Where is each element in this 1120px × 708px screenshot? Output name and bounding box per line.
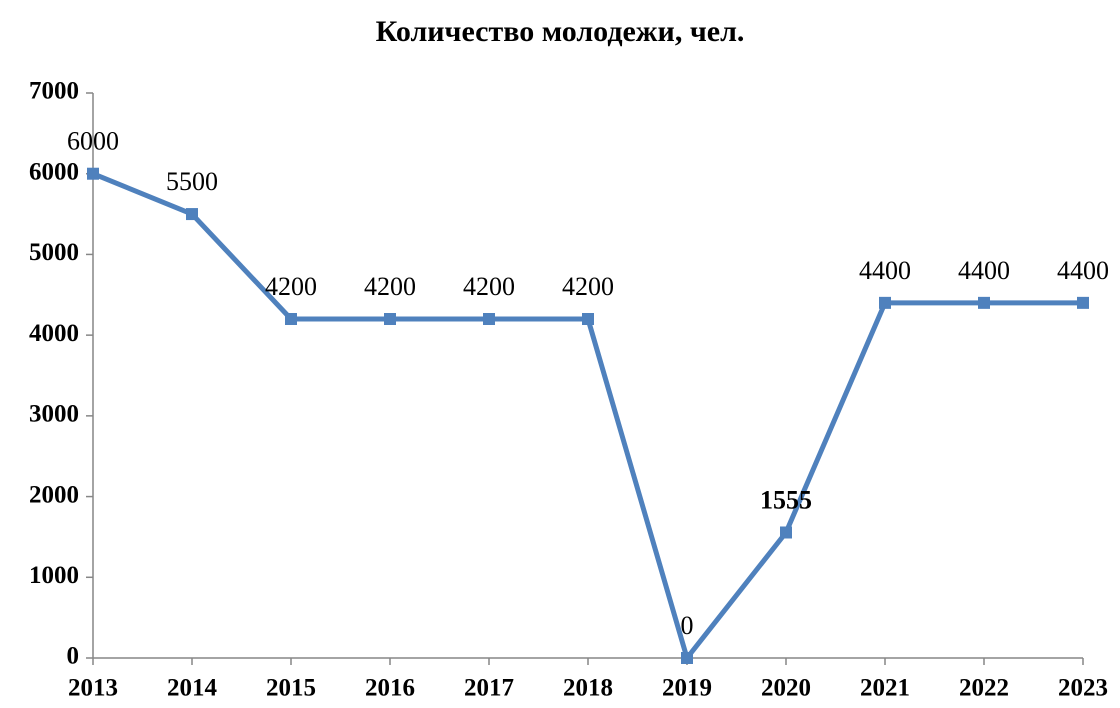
x-tick-label: 2022 [959,675,1009,702]
y-tick-label: 3000 [29,401,79,428]
marker [285,313,297,325]
marker [681,652,693,664]
marker [186,208,198,221]
x-tick-label: 2016 [365,675,415,702]
marker [384,313,396,325]
x-tick-label: 2015 [266,675,316,702]
data-label: 4400 [1057,256,1109,285]
y-tick-label: 4000 [29,320,79,347]
marker [780,526,792,539]
series-line [92,171,1083,661]
marker [582,313,594,325]
y-tick-label: 7000 [29,78,79,105]
data-label: 4400 [859,256,911,285]
chart-title: Количество молодежи, чел. [376,15,745,48]
y-tick-label: 0 [67,643,80,670]
data-label: 6000 [67,127,119,156]
x-tick-label: 2021 [860,675,910,702]
data-label: 4200 [265,272,317,301]
marker [879,296,891,309]
y-tick-label: 6000 [29,158,79,185]
data-label: 5500 [166,167,218,196]
y-tick-label: 5000 [29,239,79,266]
marker [1077,296,1089,309]
x-tick-label: 2019 [662,675,712,702]
data-label: 1555 [760,485,812,514]
data-label: 0 [681,611,694,640]
x-tick-label: 2017 [464,675,514,702]
x-tick-label: 2018 [563,675,613,702]
x-tick-label: 2023 [1058,675,1108,702]
marker [87,167,99,180]
x-tick-label: 2014 [167,675,218,702]
y-tick-label: 2000 [29,481,79,508]
data-label: 4400 [958,256,1010,285]
y-tick-label: 1000 [29,562,79,589]
data-label: 4200 [364,272,416,301]
data-label: 4200 [463,272,515,301]
marker [978,296,990,309]
x-tick-label: 2013 [68,675,118,702]
data-label: 4200 [562,272,614,301]
marker [483,313,495,325]
x-tick-label: 2020 [761,675,811,702]
